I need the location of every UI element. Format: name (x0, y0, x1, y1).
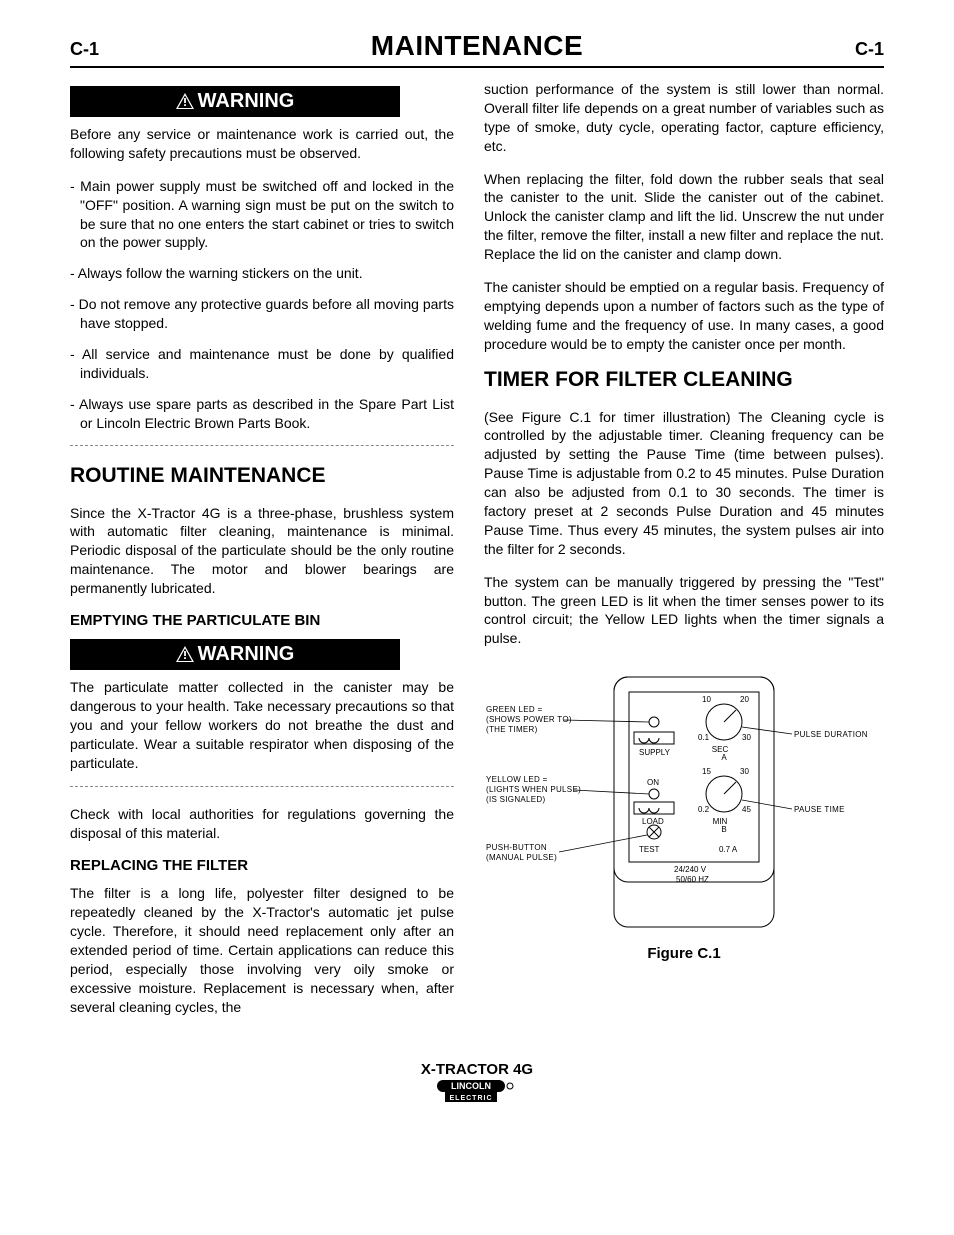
on-label: ON (647, 778, 659, 787)
emptying-check: Check with local authorities for regulat… (70, 805, 454, 843)
lincoln-logo: LINCOLN ELECTRIC (70, 1080, 884, 1109)
page-title: MAINTENANCE (371, 30, 583, 62)
pause-time: PAUSE TIME (794, 805, 845, 814)
warning-intro: Before any service or maintenance work i… (70, 125, 454, 163)
cont-para-2: When replacing the filter, fold down the… (484, 170, 884, 264)
yellow-led-2: (LIGHTS WHEN PULSE) (486, 785, 581, 794)
warning-bar: WARNING (70, 86, 400, 117)
page-num-right: C-1 (855, 39, 884, 60)
volt-label: 24/240 V (674, 865, 707, 874)
green-led-3: (THE TIMER) (486, 725, 538, 734)
warning-label: WARNING (198, 90, 295, 112)
emptying-warning: The particulate matter collected in the … (70, 678, 454, 772)
routine-para: Since the X-Tractor 4G is a three-phase,… (70, 504, 454, 598)
right-column: suction performance of the system is sti… (484, 80, 884, 1031)
page-footer: X-TRACTOR 4G LINCOLN ELECTRIC (70, 1061, 884, 1109)
page-header: C-1 MAINTENANCE C-1 (70, 30, 884, 68)
svg-text:ELECTRIC: ELECTRIC (450, 1095, 493, 1102)
page-num-left: C-1 (70, 39, 99, 60)
precautions-list: Main power supply must be switched off a… (70, 177, 454, 433)
cont-para-3: The canister should be emptied on a regu… (484, 278, 884, 354)
separator (70, 786, 454, 787)
timer-diagram: 10 20 0.1 30 SEC A 15 30 0.2 45 MIN B (484, 672, 884, 932)
cont-para-1: suction performance of the system is sti… (484, 80, 884, 156)
precaution-item: All service and maintenance must be done… (70, 345, 454, 383)
push-1: PUSH-BUTTON (486, 843, 547, 852)
hz-label: 50/60 HZ (676, 875, 709, 884)
svg-text:A: A (721, 753, 727, 762)
precaution-item: Always use spare parts as described in t… (70, 395, 454, 433)
test-label: TEST (639, 845, 660, 854)
figure-c1: 10 20 0.1 30 SEC A 15 30 0.2 45 MIN B (484, 672, 884, 962)
figure-caption: Figure C.1 (484, 945, 884, 962)
warning-label: WARNING (198, 643, 295, 665)
precaution-item: Always follow the warning stickers on th… (70, 264, 454, 283)
warning-triangle-icon (176, 646, 194, 662)
dial-b-bl: 0.2 (698, 805, 710, 814)
replace-para: The filter is a long life, polyester fil… (70, 884, 454, 1016)
footer-product: X-TRACTOR 4G (70, 1061, 884, 1078)
dial-b-tl: 15 (702, 767, 711, 776)
yellow-led-1: YELLOW LED = (486, 775, 548, 784)
dial-a-bl: 0.1 (698, 733, 710, 742)
load-label: LOAD (642, 817, 664, 826)
replace-heading: REPLACING THE FILTER (70, 857, 454, 874)
green-led-1: GREEN LED = (486, 705, 542, 714)
emptying-heading: EMPTYING THE PARTICULATE BIN (70, 612, 454, 629)
push-2: (MANUAL PULSE) (486, 853, 557, 862)
dial-a-tl: 10 (702, 695, 711, 704)
dial-b-br: 45 (742, 805, 751, 814)
svg-text:LINCOLN: LINCOLN (451, 1081, 491, 1091)
dial-a-br: 30 (742, 733, 751, 742)
timer-para-1: (See Figure C.1 for timer illustration) … (484, 408, 884, 559)
timer-para-2: The system can be manually triggered by … (484, 573, 884, 649)
content-columns: WARNING Before any service or maintenanc… (70, 80, 884, 1031)
pulse-duration: PULSE DURATION (794, 730, 868, 739)
separator (70, 445, 454, 446)
yellow-led-3: (IS SIGNALED) (486, 795, 546, 804)
dial-a-tr: 20 (740, 695, 749, 704)
green-led-2: (SHOWS POWER TO) (486, 715, 572, 724)
supply-label: SUPPLY (639, 748, 671, 757)
amp-label: 0.7 A (719, 845, 738, 854)
warning-triangle-icon (176, 93, 194, 109)
routine-heading: ROUTINE MAINTENANCE (70, 464, 454, 488)
svg-text:B: B (721, 825, 726, 834)
left-column: WARNING Before any service or maintenanc… (70, 80, 454, 1031)
dial-b-tr: 30 (740, 767, 749, 776)
precaution-item: Do not remove any protective guards befo… (70, 295, 454, 333)
timer-heading: TIMER FOR FILTER CLEANING (484, 368, 884, 392)
precaution-item: Main power supply must be switched off a… (70, 177, 454, 253)
warning-bar: WARNING (70, 639, 400, 670)
